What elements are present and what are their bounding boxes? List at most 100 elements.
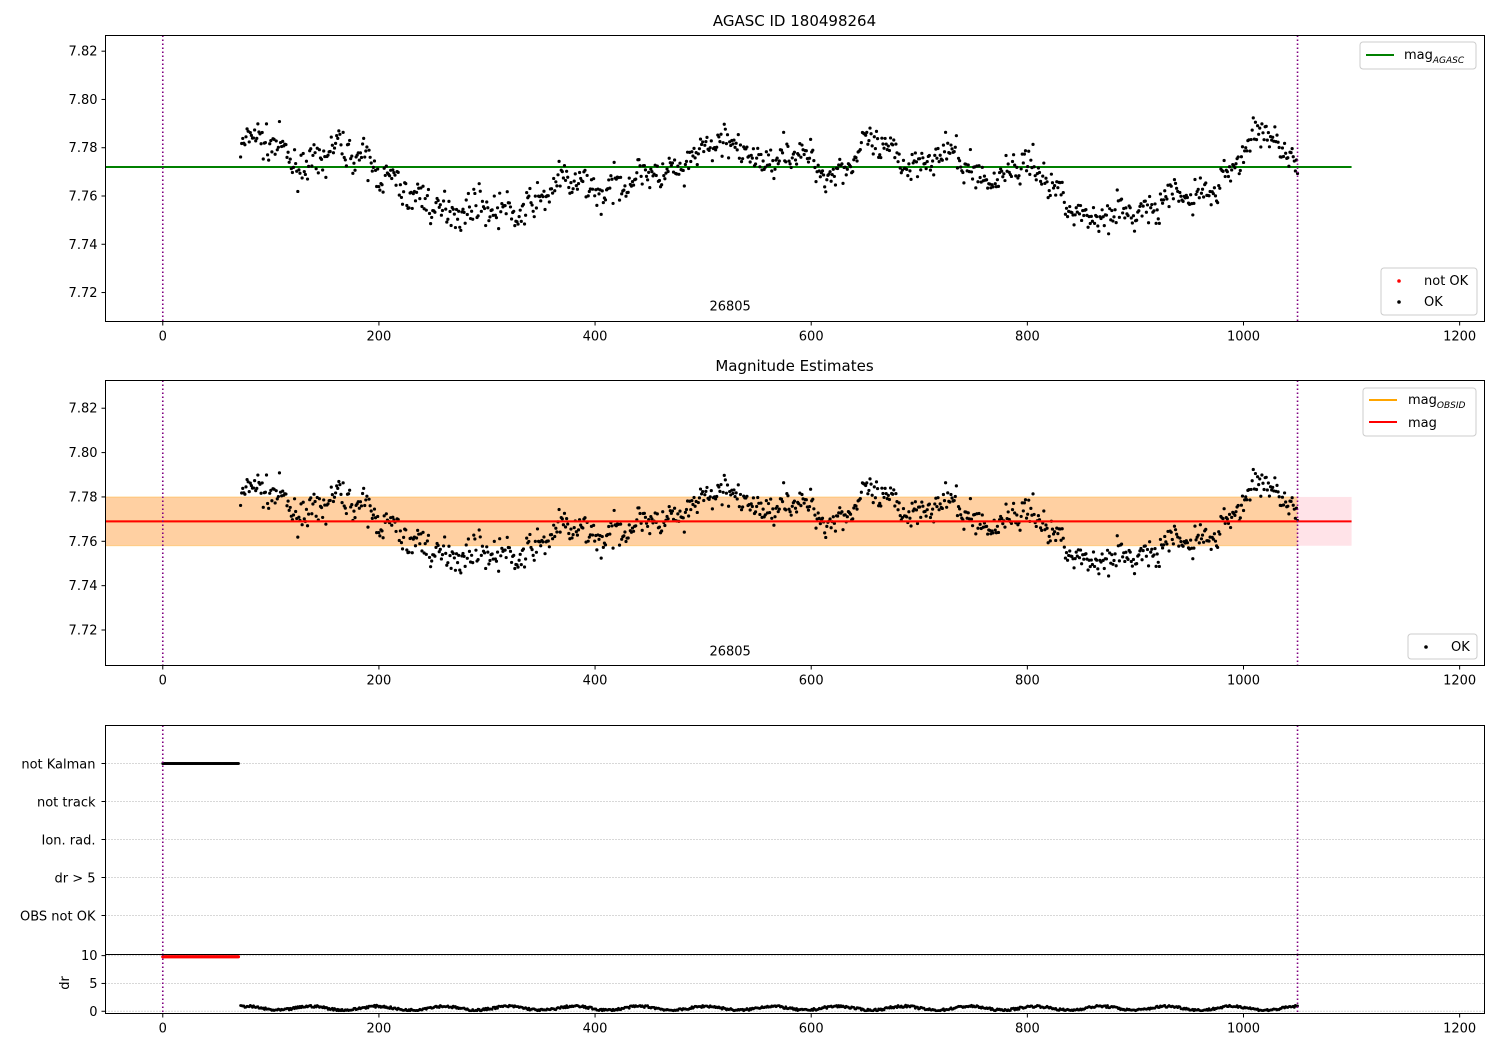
ok-point xyxy=(969,517,974,521)
ok-point xyxy=(310,512,314,516)
ok-point xyxy=(1139,202,1143,206)
ok-point xyxy=(292,497,297,501)
ok-point xyxy=(484,223,488,228)
ok-point xyxy=(820,169,825,173)
ok-point xyxy=(880,136,884,140)
ok-point xyxy=(572,179,576,183)
ok-point xyxy=(617,543,622,547)
ok-point xyxy=(1113,208,1117,212)
ok-point xyxy=(937,508,941,512)
ok-point xyxy=(682,530,686,534)
ok-point xyxy=(253,479,257,483)
ok-point xyxy=(1121,555,1125,559)
ok-point xyxy=(624,539,628,544)
ok-point xyxy=(734,141,738,145)
ok-point xyxy=(936,146,940,151)
ok-point xyxy=(248,481,252,485)
ok-point xyxy=(1061,536,1065,540)
ok-point xyxy=(1222,158,1226,163)
ok-point xyxy=(943,481,948,485)
panel-dr-xtick-label: 200 xyxy=(367,1022,392,1037)
ok-point xyxy=(825,178,829,182)
ok-point xyxy=(800,143,804,147)
panel-mag-legend-bottom: OK xyxy=(1407,633,1478,660)
ok-point xyxy=(941,143,946,147)
ok-point xyxy=(305,524,310,528)
ok-point xyxy=(626,536,630,540)
ok-point xyxy=(823,531,827,535)
ok-point xyxy=(512,553,516,557)
ok-point xyxy=(1145,203,1150,207)
ok-point xyxy=(1105,204,1110,208)
ok-point xyxy=(370,516,374,520)
ok-point xyxy=(317,148,322,152)
ok-point xyxy=(875,486,880,491)
ok-point xyxy=(1137,553,1141,557)
ok-point xyxy=(776,162,780,166)
ok-point xyxy=(550,537,555,541)
ok-point xyxy=(832,521,836,525)
ok-point xyxy=(689,507,693,512)
ok-point xyxy=(571,187,575,191)
ok-point xyxy=(793,158,798,162)
ok-point xyxy=(701,140,705,144)
ok-point xyxy=(867,139,871,143)
ok-point xyxy=(1143,544,1147,548)
ok-point xyxy=(376,514,380,519)
ok-point xyxy=(1140,214,1144,218)
ok-point xyxy=(797,153,801,157)
ok-point xyxy=(928,168,933,172)
ok-point xyxy=(359,155,364,160)
ok-point xyxy=(1031,492,1035,496)
ok-point xyxy=(1254,138,1259,142)
ok-point xyxy=(517,215,521,219)
ok-point xyxy=(607,524,611,529)
ok-point xyxy=(953,494,957,499)
ok-point xyxy=(1019,514,1023,519)
ok-point xyxy=(556,173,560,177)
dr-point xyxy=(374,1005,377,1009)
ok-point xyxy=(925,159,929,164)
ok-point xyxy=(384,164,388,168)
ok-point xyxy=(368,504,372,508)
ok-point xyxy=(982,174,987,178)
ok-point xyxy=(907,510,911,514)
ok-point xyxy=(1128,206,1132,210)
ok-point xyxy=(1225,170,1229,174)
ok-point xyxy=(941,492,946,497)
ok-point xyxy=(701,490,705,494)
ok-point xyxy=(396,170,400,174)
ok-point xyxy=(914,508,919,512)
ok-point xyxy=(1198,176,1202,180)
ok-point xyxy=(684,159,689,163)
ok-point xyxy=(1072,566,1076,570)
ok-point xyxy=(590,187,595,191)
ok-point xyxy=(312,492,316,496)
ok-point xyxy=(1078,203,1083,208)
panel-dr-ytick-label: 0 xyxy=(89,1005,97,1020)
ok-point xyxy=(499,210,503,214)
panel-agasc-ytick-label: 7.74 xyxy=(69,238,98,253)
ok-point xyxy=(371,513,375,517)
ok-point xyxy=(400,202,405,206)
ok-point xyxy=(952,150,956,154)
ok-point xyxy=(1135,218,1139,222)
panel-agasc-xtick-label: 0 xyxy=(159,330,167,345)
ok-point xyxy=(423,196,427,201)
ok-point xyxy=(1018,528,1022,532)
ok-point xyxy=(1011,501,1016,505)
ok-point xyxy=(371,165,375,169)
ok-point xyxy=(1236,155,1240,159)
ok-point xyxy=(619,175,623,179)
ok-point xyxy=(696,500,700,505)
ok-point xyxy=(833,529,838,533)
ok-point xyxy=(416,528,420,532)
ok-point xyxy=(864,483,868,488)
ok-point xyxy=(248,131,252,135)
ok-point xyxy=(485,545,489,549)
ok-point xyxy=(959,513,963,517)
ok-point xyxy=(899,171,903,175)
ok-point xyxy=(575,533,580,537)
ok-point xyxy=(440,552,445,557)
panel-agasc-ytick-label: 7.76 xyxy=(69,189,98,204)
